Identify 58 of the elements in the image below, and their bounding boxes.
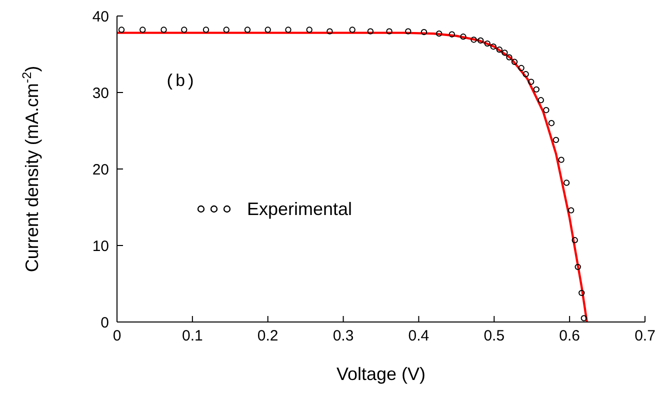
- point: [558, 156, 564, 163]
- point: [563, 180, 570, 186]
- point: [285, 26, 292, 33]
- point: [502, 50, 508, 56]
- point: [405, 28, 412, 34]
- point: [574, 264, 581, 270]
- point: [533, 86, 540, 93]
- y-tick-label: 10: [92, 238, 109, 255]
- point: [160, 26, 167, 33]
- point: [511, 58, 518, 65]
- point: [470, 36, 477, 43]
- x-tick-label: 0.4: [408, 328, 430, 345]
- y-tick-label: 30: [92, 84, 109, 102]
- point: [572, 237, 578, 244]
- point: [140, 26, 146, 33]
- annotation: (b): [165, 73, 196, 92]
- point: [522, 71, 529, 78]
- point: [326, 28, 333, 34]
- point: [477, 37, 484, 44]
- x-tick-label: 0.5: [484, 328, 505, 345]
- x-axis-title: Voltage (V): [336, 364, 426, 384]
- x-tick-label: 0: [112, 328, 122, 345]
- y-tick-label: 0: [100, 314, 109, 332]
- point: [543, 106, 550, 114]
- x-tick-label: 0.6: [559, 328, 580, 345]
- x-tick-label: 0.3: [332, 328, 354, 345]
- y-tick-label: 40: [92, 8, 109, 26]
- point: [181, 26, 188, 33]
- point: [528, 78, 534, 85]
- point: [386, 28, 392, 34]
- point: [420, 28, 428, 36]
- point: [490, 44, 496, 50]
- point: [496, 46, 503, 53]
- point: [538, 97, 544, 104]
- y-tick-label: 20: [92, 161, 109, 178]
- legend-label: Experimental: [247, 198, 352, 220]
- point: [448, 31, 456, 38]
- point: [506, 54, 512, 60]
- point: [244, 26, 251, 33]
- point: [436, 30, 442, 37]
- point: [580, 315, 588, 322]
- point: [460, 34, 466, 40]
- point: [264, 26, 271, 33]
- point: [223, 26, 230, 33]
- point: [568, 207, 574, 214]
- point: [552, 136, 560, 144]
- point: [484, 40, 490, 47]
- point: [306, 26, 312, 33]
- x-tick-label: 0.2: [257, 328, 278, 345]
- point: [367, 28, 374, 34]
- point: [548, 120, 555, 126]
- x-tick-label: 0.1: [182, 328, 203, 345]
- point: [202, 26, 210, 33]
- point: [118, 26, 125, 33]
- point: [578, 290, 585, 296]
- point: [518, 64, 524, 72]
- point: [349, 26, 356, 33]
- x-tick-label: 0.7: [634, 328, 656, 345]
